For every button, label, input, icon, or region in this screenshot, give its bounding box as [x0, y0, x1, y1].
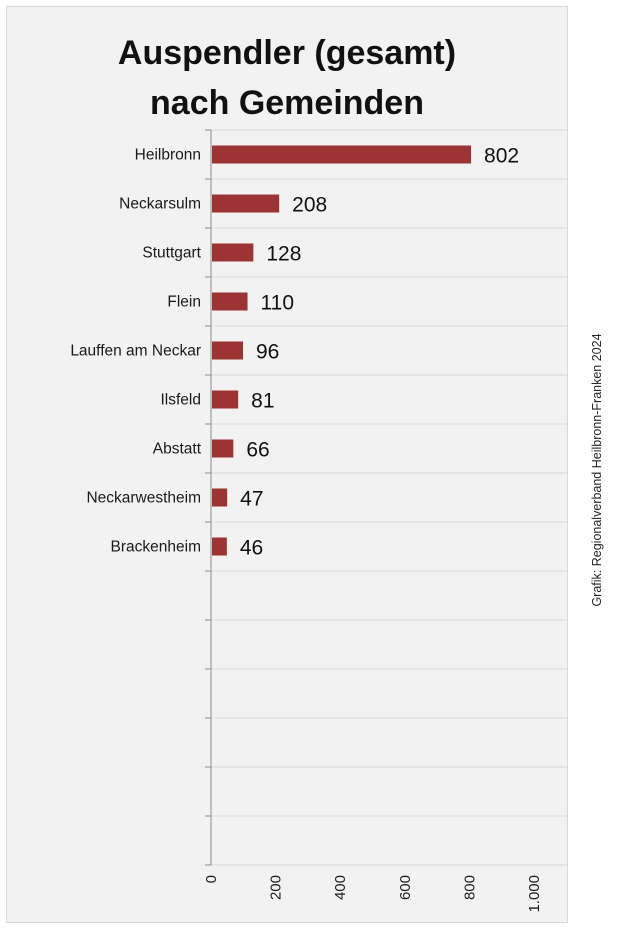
bar-flein	[212, 292, 248, 311]
bar-neckarsulm	[212, 194, 280, 213]
category-label: Stuttgart	[142, 245, 201, 262]
x-tick-label: 400	[332, 875, 349, 900]
bar-ilsfeld	[212, 390, 239, 409]
value-label: 47	[240, 488, 263, 511]
category-label: Lauffen am Neckar	[70, 343, 201, 360]
bar-abstatt	[212, 439, 234, 458]
x-tick-label: 800	[461, 875, 478, 900]
bar-heilbronn	[212, 145, 472, 164]
x-tick-label: 600	[397, 875, 414, 900]
category-label: Flein	[167, 294, 201, 311]
x-tick-label: 1.000	[526, 875, 543, 913]
chart-title-line-1: Auspendler (gesamt)	[117, 34, 457, 72]
x-tick-label: 200	[268, 875, 285, 900]
category-label: Neckarsulm	[119, 196, 201, 213]
x-tick-label: 0	[203, 875, 220, 883]
bar-brackenheim	[212, 537, 227, 556]
value-label: 66	[246, 439, 269, 462]
bar-neckarwestheim	[212, 488, 228, 507]
chart-title: Auspendler (gesamt) nach Gemeinden	[6, 28, 568, 128]
value-label: 81	[251, 390, 274, 413]
category-label: Neckarwestheim	[86, 490, 201, 507]
value-label: 208	[292, 194, 327, 217]
category-label: Heilbronn	[135, 147, 201, 164]
value-label: 128	[266, 243, 301, 266]
bar-stuttgart	[212, 243, 254, 262]
category-label: Ilsfeld	[161, 392, 202, 409]
category-label: Brackenheim	[111, 539, 201, 556]
value-label: 110	[261, 292, 294, 315]
value-label: 802	[484, 145, 519, 168]
category-label: Abstatt	[153, 441, 202, 458]
chart-title-line-2: nach Gemeinden	[150, 84, 424, 122]
bar-lauffen-am-neckar	[212, 341, 244, 360]
value-label: 46	[240, 537, 263, 560]
value-label: 96	[256, 341, 279, 364]
